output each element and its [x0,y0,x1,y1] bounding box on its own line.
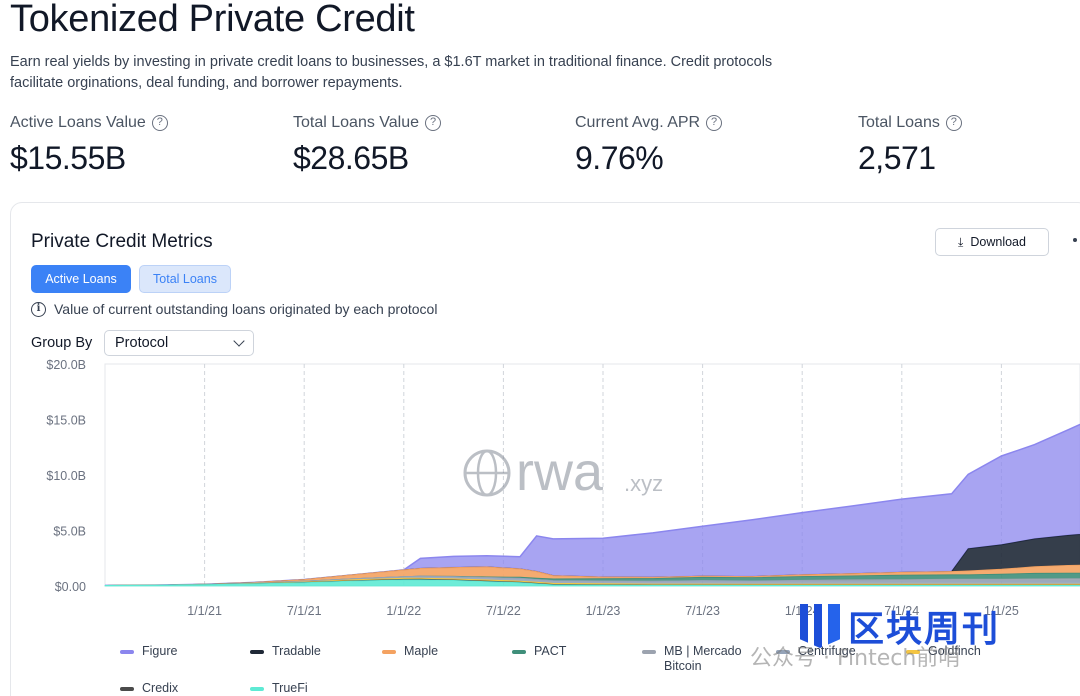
globe-meridian [476,449,498,497]
chevron-down-icon [233,335,245,347]
y-tick-label: $0.00 [55,580,86,594]
question-circle-icon[interactable]: ? [425,115,442,131]
stat-label: Total Loans Value [293,114,420,131]
legend-label: MB | Mercado Bitcoin [664,644,742,673]
legend-swatch [906,650,920,654]
legend-swatch [250,687,264,691]
legend-label: PACT [534,644,567,658]
legend-item-pact[interactable]: PACT [512,644,566,659]
legend-swatch [250,650,264,654]
x-tick-label: 1/1/23 [586,604,621,618]
stat-total-loans: Total Loans? 2,571 [858,114,962,177]
download-label: Download [970,235,1026,249]
legend-item-truefi[interactable]: TrueFi [250,681,308,696]
legend-label: Tradable [272,644,321,658]
question-circle-icon[interactable]: ? [945,115,962,131]
legend-swatch [120,687,134,691]
stat-label: Current Avg. APR [575,114,701,131]
legend-item-centrifuge[interactable]: Centrifuge [776,644,856,659]
stat-value: $28.65B [293,140,409,176]
legend-swatch [512,650,526,654]
stat-current-avg-apr: Current Avg. APR? 9.76% [575,114,723,177]
legend-label: Figure [142,644,178,658]
info-text: Value of current outstanding loans origi… [54,301,438,317]
wechat-watermark: 公众号 · Fintech前哨 [750,646,961,671]
tab-active-loans[interactable]: Active Loans [31,265,131,293]
x-tick-label: 7/1/21 [287,604,322,618]
legend-label: TrueFi [272,681,308,695]
info-circle-icon: i [31,301,46,317]
legend-swatch [120,650,134,654]
legend-label: Centrifuge [798,644,856,658]
stacked-area-chart: 1/1/21 7/1/21 1/1/22 7/1/22 1/1/23 7/1/23 1/1/… [46,358,1080,618]
x-tick-label: 1/1/22 [386,604,421,618]
y-tick-label: $20.0B [46,358,86,372]
stat-value: 9.76% [575,140,664,176]
legend-swatch [382,650,396,654]
rwa-watermark-suffix: .xyz [624,471,663,496]
legend-item-goldfinch[interactable]: Goldfinch [906,644,981,659]
page-title: Tokenized Private Credit [10,0,415,40]
legend-item-tradable[interactable]: Tradable [250,644,321,659]
x-tick-label: 7/1/22 [486,604,521,618]
legend-label: Maple [404,644,439,658]
y-tick-label: $15.0B [46,414,86,428]
more-icon[interactable] [1073,238,1077,242]
y-tick-label: $5.0B [53,525,86,539]
x-tick-label: 1/1/21 [187,604,222,618]
download-icon: ⤓ [958,235,964,249]
globe-icon [463,449,511,497]
tab-total-loans[interactable]: Total Loans [139,265,231,293]
stat-active-loans-value: Active Loans Value? $15.55B [10,114,168,177]
stat-label: Total Loans [858,114,940,131]
page-description: Earn real yields by investing in private… [10,54,773,91]
legend-item-credix[interactable]: Credix [120,681,178,696]
stat-value: $15.55B [10,140,126,176]
legend-item-maple[interactable]: Maple [382,644,438,659]
brand-logo-icon [800,604,840,648]
brand-text: 区块周刊 [848,609,1001,650]
stat-value: 2,571 [858,140,936,176]
legend-item-figure[interactable]: Figure [120,644,177,659]
stat-label: Active Loans Value [10,114,146,131]
download-button[interactable]: ⤓ Download [935,228,1049,256]
question-circle-icon[interactable]: ? [706,115,723,131]
legend-label: Goldfinch [928,644,981,658]
rwa-watermark: rwa .xyz [463,442,663,502]
group-by-select[interactable]: Protocol [104,330,254,356]
legend-swatch [642,650,656,654]
group-by-value: Protocol [115,335,169,351]
legend-label: Credix [142,681,179,695]
legend-item-mb-mercado-bitcoin[interactable]: MB | Mercado Bitcoin [642,644,754,674]
info-row: i Value of current outstanding loans ori… [31,301,437,317]
group-by-label: Group By [31,335,93,351]
legend-swatch [776,650,790,654]
rwa-watermark-text: rwa [516,442,604,502]
card-title: Private Credit Metrics [31,231,213,252]
x-tick-label: 1/1/25 [984,604,1019,618]
x-tick-label: 7/1/23 [685,604,720,618]
brand-watermark: 区块周刊 [800,600,1000,652]
area-truefi [104,579,1080,587]
y-tick-label: $10.0B [46,469,86,483]
question-circle-icon[interactable]: ? [151,115,168,131]
stat-total-loans-value: Total Loans Value? $28.65B [293,114,442,177]
x-tick-label: 7/1/24 [884,604,919,618]
